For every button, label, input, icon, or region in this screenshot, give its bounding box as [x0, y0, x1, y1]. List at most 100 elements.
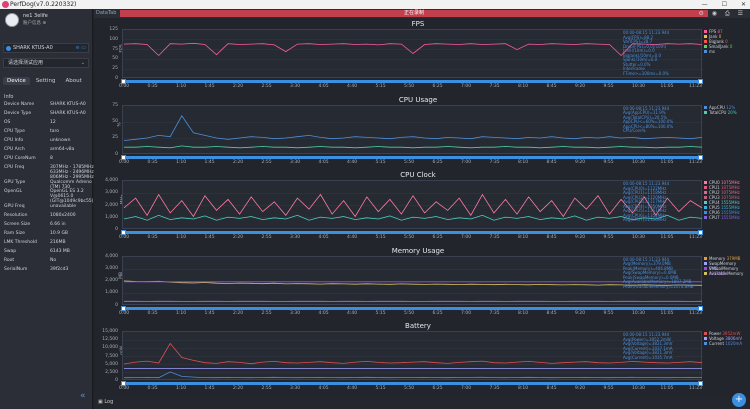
account-info-link[interactable]: 账户信息 ⊕: [23, 21, 47, 26]
info-row: Resolution 1080x2400: [4, 213, 90, 222]
legend-value: 1555MHz: [720, 210, 740, 215]
chart-legend: CPU0 1075MHz CPU1 1075MHz CPU2 1075MHz CPU3…: [704, 180, 744, 220]
plot-area[interactable]: 00:00-08:15 11:23.944 Avg(CPU0)=1122MHz …: [122, 180, 703, 229]
legend-label: Voltage: [709, 336, 725, 341]
legend-item[interactable]: Power 3952mW: [704, 331, 744, 336]
plot-area[interactable]: 00:00-08:15 11:23.944 Avg(Memory)=379.0M…: [122, 255, 703, 305]
legend-item[interactable]: CPU7 1555MHz: [704, 215, 744, 220]
legend-item[interactable]: Memory 379MB: [704, 256, 744, 261]
bottom-bar: ▣ Log: [94, 398, 750, 409]
range-start-handle[interactable]: [121, 381, 126, 386]
add-marker-button[interactable]: +: [732, 393, 746, 407]
device-status-icon: [6, 46, 11, 51]
info-key: GPU Type: [4, 180, 26, 185]
recording-banner[interactable]: 正在录制: [120, 10, 708, 17]
legend-item[interactable]: ms: [704, 49, 744, 54]
legend-item[interactable]: CPU4 1555MHz: [704, 200, 744, 205]
info-value: unavailable: [50, 204, 77, 209]
x-tick-label: 11:23: [689, 159, 702, 165]
legend-item[interactable]: CPU3 1075MHz: [704, 195, 744, 200]
y-tick-label: 10,000: [102, 345, 118, 351]
close-button[interactable]: ✕: [740, 1, 746, 8]
legend-label: CPU3: [709, 195, 720, 200]
tab-setting[interactable]: Setting: [35, 78, 56, 84]
legend-value: 3952mW: [722, 331, 741, 336]
range-end-handle[interactable]: [698, 230, 703, 235]
x-tick-label: 5:50: [404, 235, 415, 240]
legend-item[interactable]: SmallJank 0: [704, 44, 744, 49]
range-end-handle[interactable]: [698, 381, 703, 386]
range-end-handle[interactable]: [698, 305, 703, 311]
maximize-button[interactable]: ☐: [721, 1, 727, 8]
info-key: Root: [4, 258, 15, 263]
x-tick-label: 8:10: [518, 310, 529, 316]
legend-item[interactable]: CPU0 1075MHz: [704, 180, 744, 185]
legend-item[interactable]: Jank 0: [704, 34, 744, 39]
legend-value: 87: [717, 29, 723, 34]
window-title: PerfDog(v7.0.220332): [10, 1, 77, 8]
x-tick-label: 6:25: [432, 386, 443, 391]
x-tick-label: 5:15: [375, 84, 386, 89]
toolbar-icons[interactable]: ⚙ ◉ ⎙ ☰: [698, 10, 746, 17]
legend-item[interactable]: CPU5 1555MHz: [704, 205, 744, 210]
avatar[interactable]: [5, 13, 19, 27]
tab-device[interactable]: Device: [3, 77, 30, 85]
time-range-slider[interactable]: [121, 381, 703, 386]
info-row: SerialNum 39f2cd3: [4, 267, 90, 276]
app-selector[interactable]: 请选择测试应用 ⌄: [3, 58, 89, 68]
legend-item[interactable]: BigJank 0: [704, 39, 744, 44]
info-row: Swap 6143 MB: [4, 249, 90, 258]
y-tick-label: 0: [115, 76, 118, 81]
range-end-handle[interactable]: [698, 154, 703, 160]
y-tick-label: 1,000: [105, 290, 118, 296]
x-tick-label: 5:15: [375, 235, 386, 240]
time-range-slider[interactable]: [121, 79, 703, 84]
range-start-handle[interactable]: [121, 79, 126, 84]
legend-item[interactable]: VirtualMemory 1974MB: [704, 266, 744, 276]
time-range-slider[interactable]: [121, 230, 703, 235]
legend-item[interactable]: CPU2 1075MHz: [704, 190, 744, 195]
legend-item[interactable]: Current 1020mA: [704, 341, 744, 346]
x-tick-label: 8:45: [546, 159, 557, 165]
legend-item[interactable]: SwapMemory 0MB: [704, 261, 744, 271]
wifi-icon[interactable]: ≋ ▭: [75, 45, 86, 51]
y-tick-label: 25: [112, 66, 118, 72]
user-account[interactable]: ne1 3elife 账户信息 ⊕: [5, 13, 90, 31]
legend-swatch: [704, 191, 707, 194]
range-start-handle[interactable]: [121, 305, 126, 311]
tab-about[interactable]: About: [65, 78, 82, 84]
x-tick-label: 10:30: [632, 310, 645, 316]
y-tick-label: 50: [112, 118, 118, 124]
data-tab-label[interactable]: DataTab: [96, 10, 117, 16]
info-row: OS 12: [4, 120, 90, 129]
series-line-cpu0: [123, 193, 703, 218]
device-selector[interactable]: SHARK KTUS-A0 ≋ ▭: [3, 43, 89, 53]
time-range-slider[interactable]: [121, 154, 703, 160]
x-tick-label: 11:05: [660, 310, 674, 316]
legend-item[interactable]: CPU1 1075MHz: [704, 185, 744, 190]
legend-item[interactable]: CPU6 1555MHz: [704, 210, 744, 215]
legend-item[interactable]: Voltage 3806mV: [704, 336, 744, 341]
collapse-sidebar-icon[interactable]: «: [80, 391, 86, 401]
info-key: CPU CoreNum: [4, 156, 36, 161]
range-start-handle[interactable]: [121, 230, 126, 235]
minimize-button[interactable]: —: [701, 1, 708, 8]
chart-panel-0: FPS1251007550250FPS00:00-08:15 11:23.944…: [98, 20, 738, 97]
x-tick-label: 7:35: [489, 159, 500, 165]
plot-area[interactable]: 00:00-08:15 11:23.944 Avg(FPS)=88.2 Var(…: [122, 29, 703, 78]
chart-title: FPS: [411, 20, 425, 28]
x-tick-label: 1:10: [176, 84, 187, 89]
legend-item[interactable]: FPS 87: [704, 29, 744, 34]
x-tick-label: 0:35: [147, 235, 158, 240]
time-range-slider[interactable]: [121, 305, 703, 311]
plot-area[interactable]: 00:00-08:15 11:23.944 Avg(Power)=3952.2m…: [122, 331, 703, 380]
range-start-handle[interactable]: [121, 154, 126, 160]
x-tick-label: 8:45: [546, 84, 557, 89]
log-toggle[interactable]: ▣ Log: [98, 399, 114, 405]
x-tick-label: 1:45: [204, 84, 215, 89]
legend-item[interactable]: AppCPU 12%: [704, 105, 744, 110]
legend-item[interactable]: TotalCPU 20%: [704, 110, 744, 115]
plot-area[interactable]: 00:00-08:15 11:23.944 Avg(AppCPU)=11.9% …: [122, 104, 703, 154]
range-end-handle[interactable]: [698, 79, 703, 84]
legend-item[interactable]: AvailableMemory: [704, 271, 744, 276]
